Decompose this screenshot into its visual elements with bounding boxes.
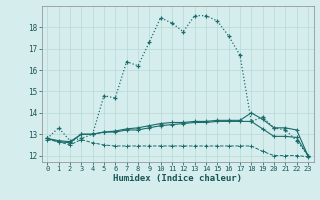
X-axis label: Humidex (Indice chaleur): Humidex (Indice chaleur) — [113, 174, 242, 183]
